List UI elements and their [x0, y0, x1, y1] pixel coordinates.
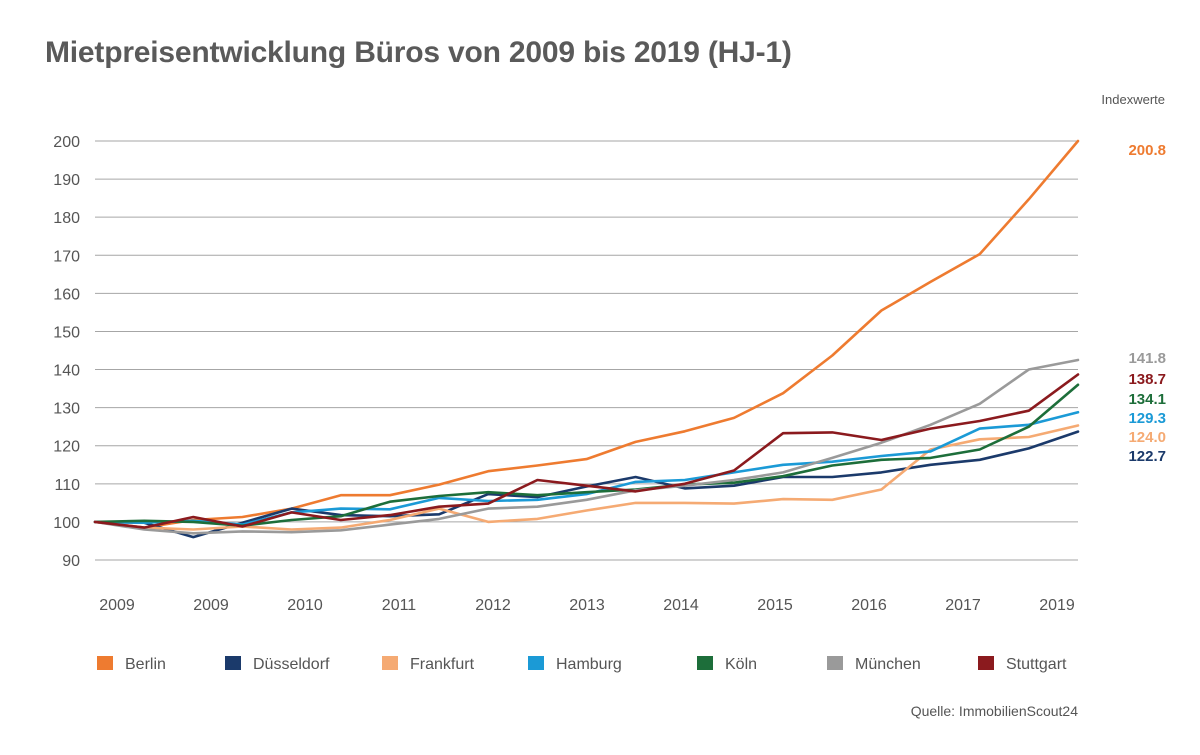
end-value-label: 200.8	[1128, 142, 1166, 159]
legend-label: Düsseldorf	[253, 656, 330, 673]
end-value-labels: 200.8 122.7 124.0 129.3 134.1 141.8 138.7	[1128, 142, 1166, 465]
y-tick-label: 200	[53, 134, 80, 151]
x-tick-label: 2012	[475, 597, 511, 614]
value-unit-label: Indexwerte	[1101, 92, 1165, 107]
series-line-köln	[93, 383, 1080, 528]
legend-label: München	[855, 656, 921, 673]
x-tick-label: 2010	[287, 597, 323, 614]
chart-title: Mietpreisentwicklung Büros von 2009 bis …	[45, 36, 792, 69]
y-axis-ticks: 90 100 110 120 130 140 150 160 170 180 190 200	[53, 134, 80, 570]
y-tick-label: 120	[53, 439, 80, 456]
y-tick-label: 180	[53, 210, 80, 227]
legend-swatch	[225, 656, 241, 670]
y-tick-label: 100	[53, 515, 80, 532]
source-note: Quelle: ImmobilienScout24	[910, 703, 1078, 719]
y-tick-label: 150	[53, 324, 80, 341]
legend-swatch	[697, 656, 713, 670]
series-line-münchen	[93, 358, 1080, 535]
legend-label: Berlin	[125, 656, 166, 673]
legend-label: Köln	[725, 656, 757, 673]
y-tick-label: 110	[54, 477, 80, 494]
y-tick-label: 90	[62, 553, 80, 570]
end-value-label: 134.1	[1128, 391, 1166, 408]
legend-swatch	[382, 656, 398, 670]
legend-label: Stuttgart	[1006, 656, 1067, 673]
x-tick-label: 2015	[757, 597, 793, 614]
series-lines	[93, 139, 1080, 539]
series-line-düsseldorf	[93, 430, 1080, 539]
legend: Berlin Düsseldorf Frankfurt Hamburg Köln Münc…	[97, 656, 1067, 673]
y-tick-label: 160	[53, 286, 80, 303]
end-value-label: 138.7	[1128, 371, 1166, 388]
legend-swatch	[528, 656, 544, 670]
x-tick-label: 2014	[663, 597, 699, 614]
end-value-label: 122.7	[1128, 448, 1166, 465]
series-line-frankfurt	[93, 424, 1080, 531]
x-tick-label: 2016	[851, 597, 887, 614]
end-value-label: 141.8	[1128, 350, 1166, 367]
x-tick-label: 2019	[1039, 597, 1075, 614]
end-value-label: 129.3	[1128, 410, 1166, 427]
x-tick-label: 2011	[382, 597, 417, 614]
y-tick-label: 140	[53, 363, 80, 380]
legend-label: Frankfurt	[410, 656, 475, 673]
end-value-label: 124.0	[1128, 429, 1166, 446]
x-axis-ticks: 2009 2009 2010 2011 2012 2013 2014 2015 2016 2017…	[99, 597, 1075, 614]
x-tick-label: 2013	[569, 597, 605, 614]
series-line-stuttgart	[93, 373, 1080, 529]
legend-swatch	[827, 656, 843, 670]
legend-label: Hamburg	[556, 656, 622, 673]
series-line-berlin	[93, 139, 1080, 529]
legend-swatch	[978, 656, 994, 670]
x-tick-label: 2009	[99, 597, 135, 614]
x-tick-label: 2009	[193, 597, 229, 614]
legend-swatch	[97, 656, 113, 670]
y-tick-label: 190	[53, 172, 80, 189]
y-tick-label: 130	[53, 401, 80, 418]
x-tick-label: 2017	[945, 597, 981, 614]
y-tick-label: 170	[53, 248, 80, 265]
grid-lines	[95, 140, 1078, 561]
